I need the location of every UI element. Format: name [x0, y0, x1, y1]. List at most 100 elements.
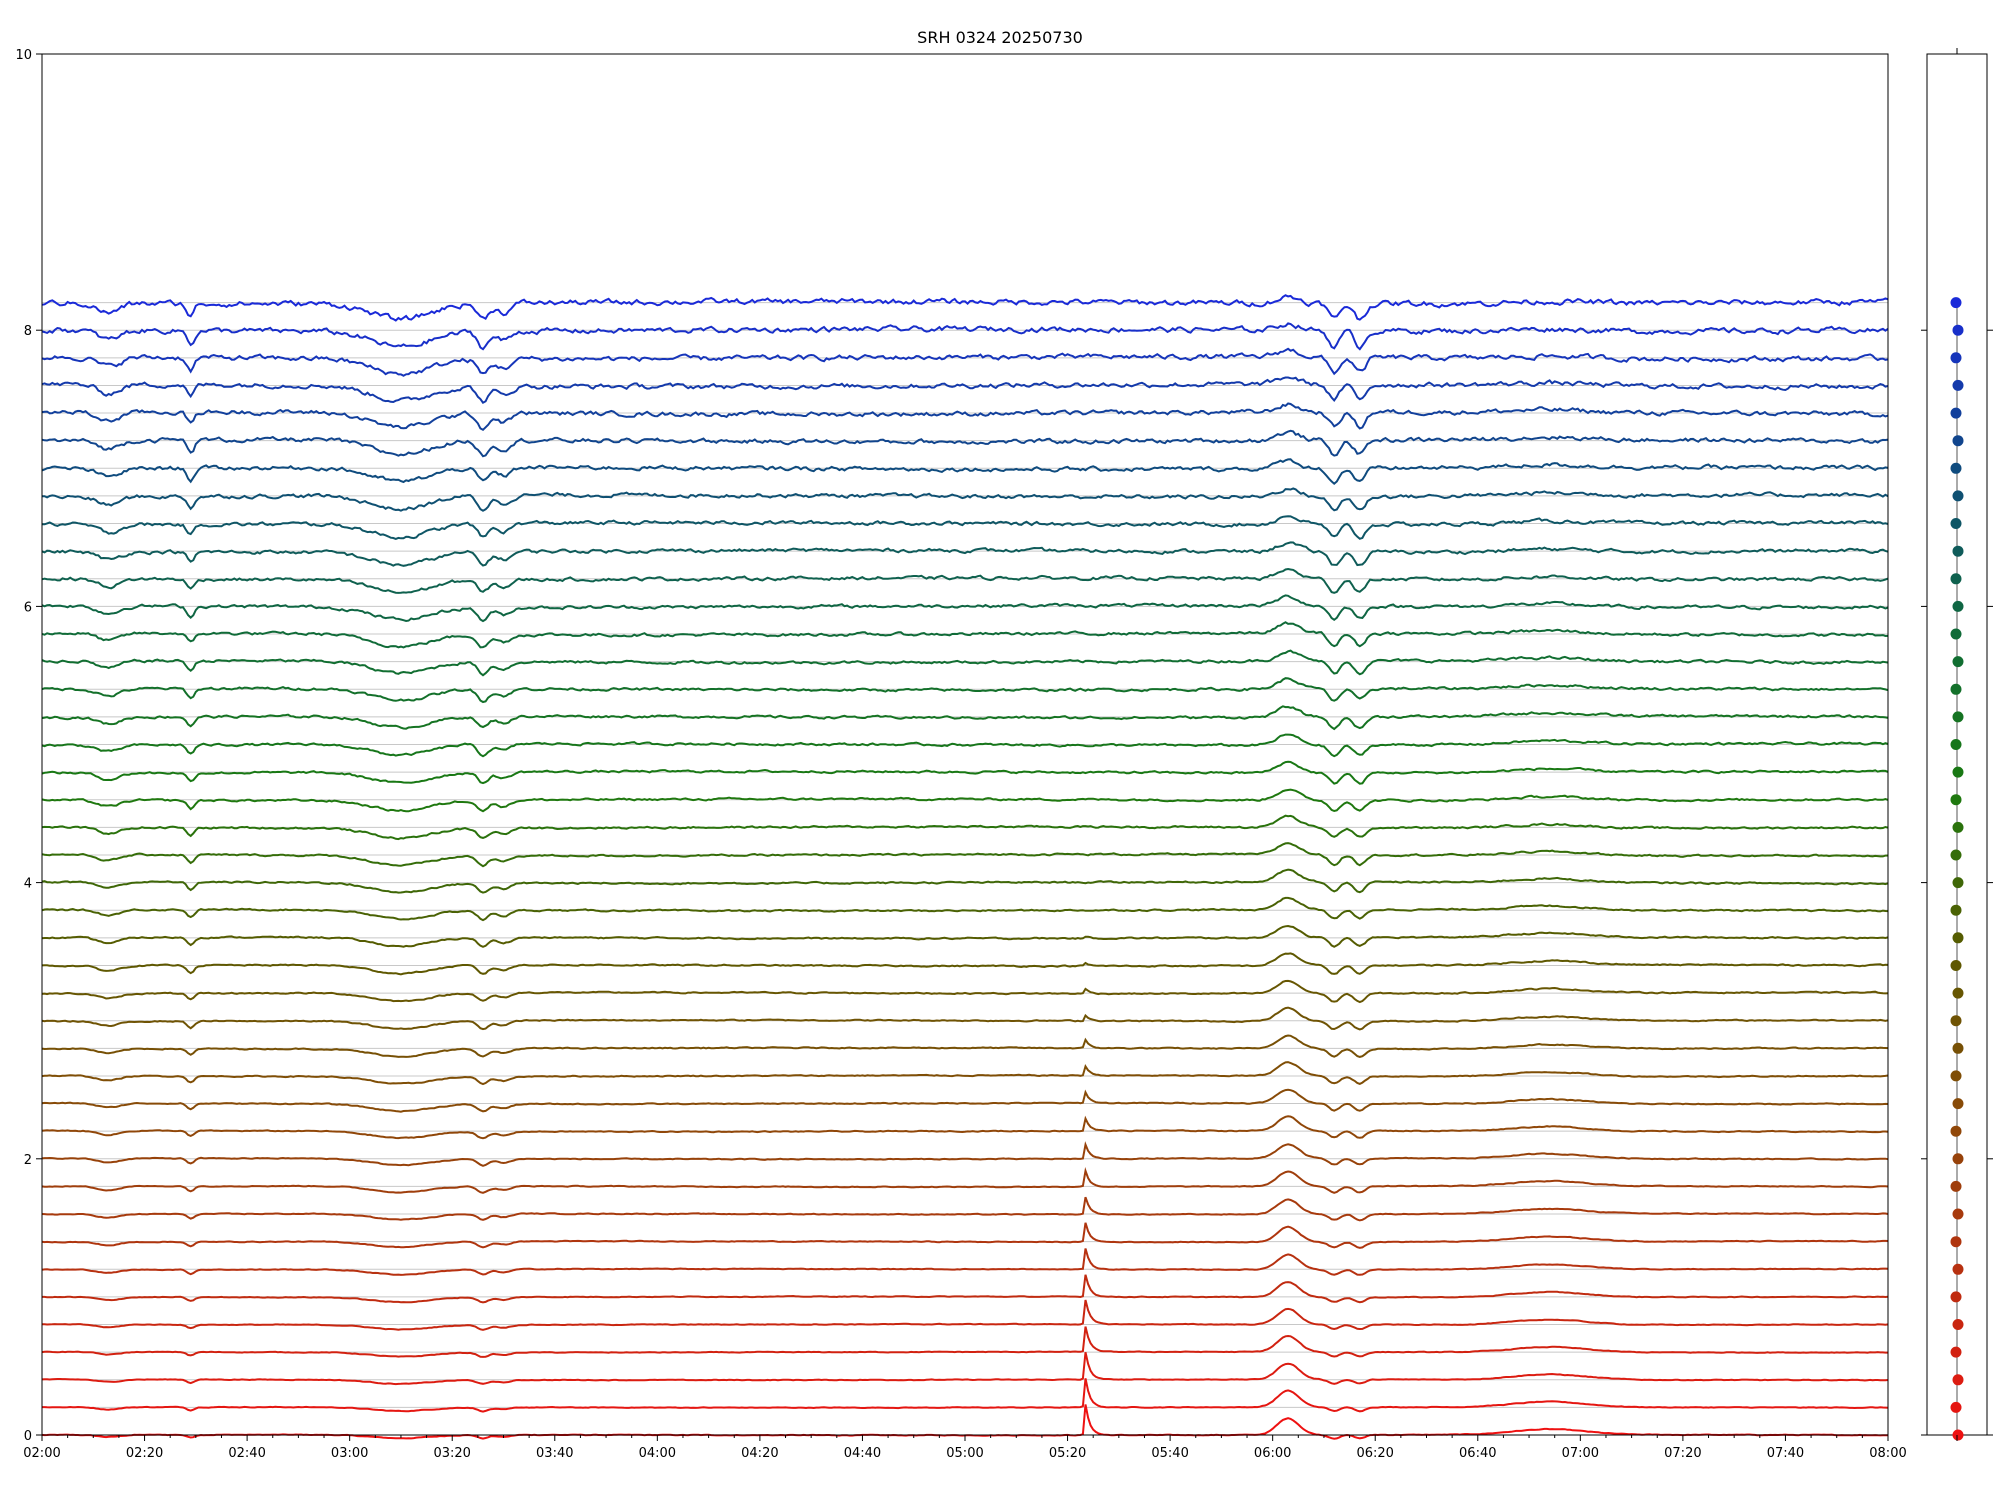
legend-dot — [1950, 794, 1962, 806]
series-line — [41, 952, 1889, 976]
series-line — [41, 458, 1889, 486]
series-line — [41, 1196, 1889, 1222]
legend-dot — [1952, 545, 1964, 557]
legend-dot — [1950, 462, 1962, 474]
legend-dot — [1952, 1153, 1964, 1165]
series-line — [41, 402, 1889, 432]
legend-dot — [1950, 1180, 1962, 1192]
legend-dot — [1950, 904, 1962, 916]
legend-dot — [1952, 987, 1964, 999]
y-tick-label: 4 — [24, 877, 32, 892]
x-tick-label: 04:20 — [741, 1446, 778, 1461]
legend-dot — [1950, 849, 1962, 861]
x-tick-label: 05:40 — [1151, 1446, 1188, 1461]
y-tick-label: 6 — [24, 600, 32, 615]
series-line — [41, 567, 1889, 594]
series-line — [41, 649, 1889, 677]
series-line — [41, 814, 1889, 841]
legend-dot — [1952, 324, 1964, 336]
legend-dot — [1952, 1319, 1964, 1330]
legend-dot — [1950, 573, 1962, 585]
series-line — [41, 924, 1889, 948]
series-line — [42, 1378, 1889, 1413]
legend-dot — [1952, 1429, 1964, 1441]
x-axis: 02:00 02:20 02:40 03:00 03:20 03:40 04:00 04:20… — [23, 1435, 1907, 1461]
legend-dot — [1952, 490, 1964, 502]
legend-dot — [1950, 628, 1962, 640]
series-line — [41, 1299, 1889, 1331]
series-line — [41, 1167, 1889, 1194]
y-axis: 0 2 4 6 8 10 — [15, 48, 42, 1444]
legend-dot — [1952, 1374, 1964, 1386]
x-tick-label: 08:00 — [1869, 1446, 1906, 1461]
x-tick-label: 03:00 — [331, 1446, 368, 1461]
x-tick-label: 06:00 — [1254, 1446, 1291, 1461]
series-line — [41, 733, 1889, 758]
x-tick-label: 06:40 — [1459, 1446, 1496, 1461]
x-tick-label: 02:40 — [228, 1446, 265, 1461]
legend-strip — [1921, 48, 1993, 1441]
legend-dot — [1952, 1098, 1964, 1110]
series-line — [41, 1351, 1889, 1386]
legend-dot — [1950, 1291, 1962, 1303]
x-tick-label: 07:20 — [1664, 1446, 1701, 1461]
x-tick-label: 06:20 — [1356, 1446, 1393, 1461]
series-line — [41, 621, 1889, 649]
y-tick-label: 8 — [24, 324, 32, 339]
series-line — [41, 1141, 1889, 1167]
series-line — [42, 515, 1889, 540]
x-tick-label: 07:00 — [1562, 1446, 1599, 1461]
legend-dot — [1952, 435, 1964, 447]
series-line — [41, 322, 1889, 351]
x-tick-label: 04:40 — [844, 1446, 881, 1461]
legend-dot — [1952, 600, 1964, 612]
series-line — [41, 1088, 1889, 1113]
series-group — [41, 294, 1889, 1440]
x-tick-label: 02:00 — [23, 1446, 60, 1461]
legend-dot — [1950, 518, 1962, 529]
legend-dot — [1952, 932, 1964, 944]
series-line — [41, 294, 1889, 322]
x-tick-label: 07:40 — [1767, 1446, 1804, 1461]
series-line — [41, 677, 1889, 704]
series-line — [41, 868, 1889, 894]
legend-dot — [1950, 1070, 1962, 1082]
legend-dot — [1952, 766, 1964, 778]
series-line — [41, 979, 1889, 1004]
legend-dot — [1950, 1346, 1962, 1358]
x-tick-label: 02:20 — [126, 1446, 163, 1461]
series-line — [41, 705, 1889, 731]
series-line — [41, 1248, 1889, 1276]
series-line — [41, 594, 1889, 623]
legend-dot — [1952, 1042, 1964, 1054]
series-line — [41, 1061, 1889, 1086]
series-line — [41, 1006, 1889, 1031]
y-tick-label: 2 — [24, 1153, 32, 1168]
legend-dot — [1950, 1015, 1962, 1027]
legend-dot — [1952, 379, 1964, 391]
series-line — [41, 1115, 1889, 1140]
legend-dot — [1952, 711, 1964, 723]
legend-dot — [1952, 1263, 1964, 1275]
x-tick-label: 05:20 — [1049, 1446, 1086, 1461]
legend-dot — [1952, 656, 1964, 668]
legend-dot — [1950, 1236, 1962, 1248]
legend-dot — [1950, 1125, 1962, 1137]
series-line — [41, 788, 1889, 813]
chart-title: SRH 0324 20250730 — [917, 28, 1083, 47]
series-line — [41, 541, 1889, 567]
x-tick-label: 04:00 — [639, 1446, 676, 1461]
y-tick-label: 10 — [15, 48, 32, 63]
series-line — [42, 1274, 1889, 1304]
legend-dot — [1950, 739, 1962, 750]
series-line — [41, 1034, 1889, 1058]
series-line — [41, 896, 1889, 922]
series-line — [41, 429, 1889, 458]
legend-dot — [1950, 960, 1962, 971]
x-tick-label: 03:20 — [433, 1446, 470, 1461]
series-line — [41, 347, 1889, 377]
legend-dot — [1950, 1401, 1962, 1413]
series-line — [41, 842, 1889, 868]
